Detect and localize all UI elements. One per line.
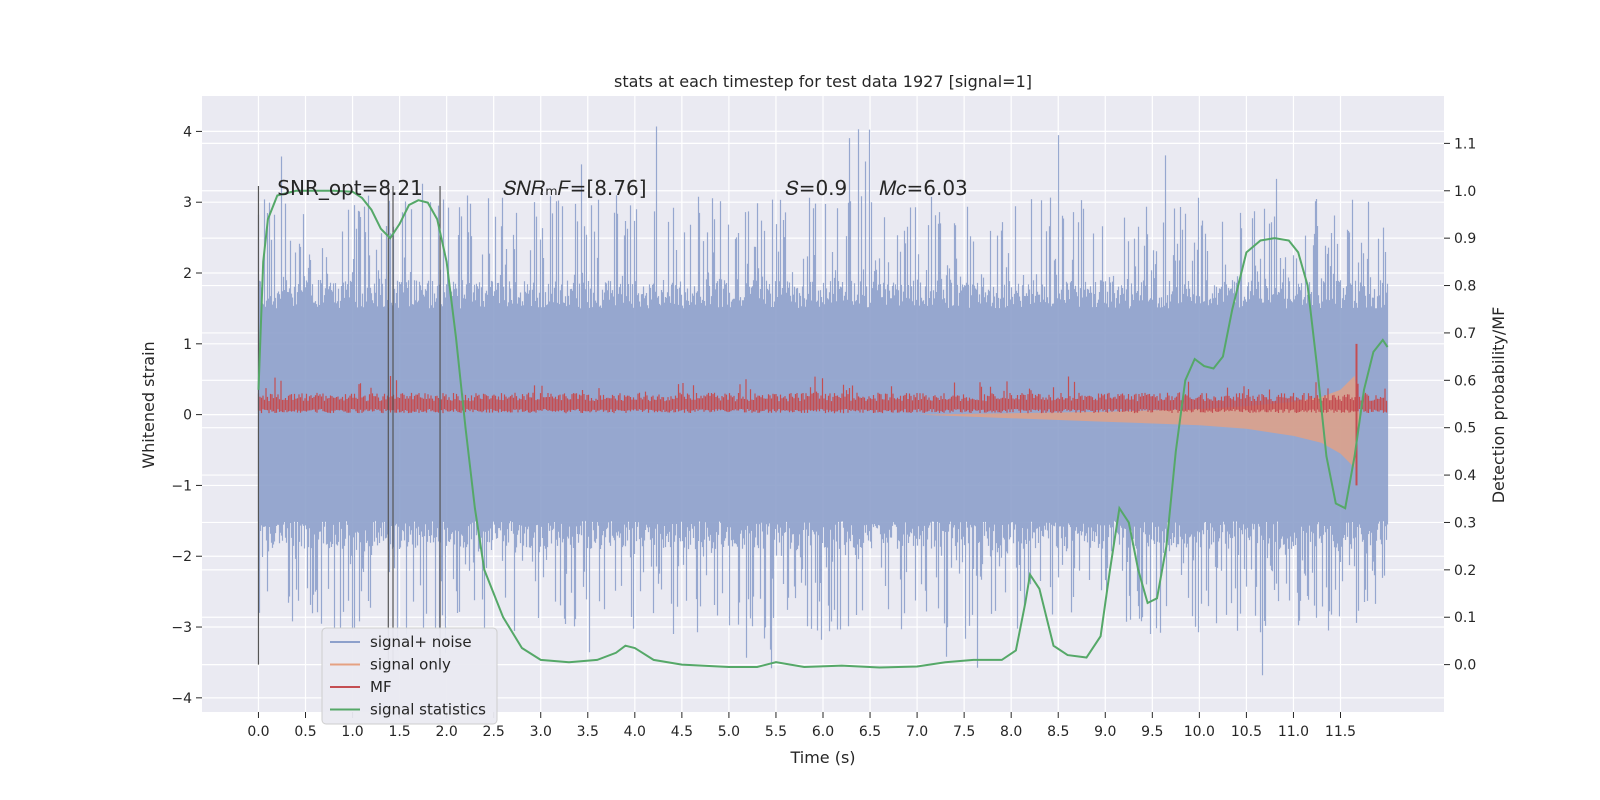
y-left-tick-label: −4 <box>171 691 192 707</box>
y-right-axis-ticks: 0.0 0.1 0.2 0.3 0.4 0.5 0.6 0.7 0.8 0.9 1.0 1.1 <box>1444 136 1476 674</box>
x-tick-label: 9.0 <box>1094 724 1116 740</box>
x-tick-label: 7.5 <box>953 724 975 740</box>
y-left-tick-label: 2 <box>183 266 192 282</box>
annotation: 𝑆𝑁𝑅ₘ𝐹=[8.76] <box>503 176 646 200</box>
y-right-tick-label: 0.1 <box>1454 610 1476 626</box>
signal-statistics-series <box>257 189 1389 669</box>
y-right-tick-label: 0.2 <box>1454 563 1476 579</box>
legend: signal+ noise signal only MF signal statist… <box>321 627 498 725</box>
y-left-tick-label: 0 <box>183 408 192 424</box>
y-right-tick-label: 0.4 <box>1454 468 1476 484</box>
x-tick-label: 1.5 <box>388 724 410 740</box>
y-left-tick-label: −2 <box>171 549 192 565</box>
signal-only-series <box>917 375 1360 468</box>
x-tick-label: 5.5 <box>765 724 787 740</box>
annotations: SNR_opt=8.21 𝑆𝑁𝑅ₘ𝐹=[8.76] 𝑆=0.9 𝑀𝑐=6.03 <box>277 176 968 200</box>
x-axis-label: Time (s) <box>789 748 855 767</box>
x-tick-label: 9.5 <box>1141 724 1163 740</box>
x-tick-label: 3.5 <box>577 724 599 740</box>
x-axis-ticks: 0.0 0.5 1.0 1.5 2.0 2.5 3.0 3.5 4.0 4.5 5.0 5.5 6.0 6… <box>247 712 1356 740</box>
annotation: 𝑆=0.9 <box>785 176 847 200</box>
x-tick-label: 4.0 <box>624 724 646 740</box>
y-right-tick-label: 0.7 <box>1454 326 1476 342</box>
y-right-axis-label: Detection probability/MF <box>1489 307 1508 504</box>
y-left-tick-label: 3 <box>183 195 192 211</box>
x-tick-label: 10.0 <box>1184 724 1215 740</box>
y-left-tick-label: −3 <box>171 620 192 636</box>
x-tick-label: 2.0 <box>436 724 458 740</box>
y-left-tick-label: 4 <box>183 124 192 140</box>
x-tick-label: 6.5 <box>859 724 881 740</box>
x-tick-label: 8.5 <box>1047 724 1069 740</box>
y-left-tick-label: 1 <box>183 337 192 353</box>
y-right-tick-label: 0.9 <box>1454 231 1476 247</box>
y-left-axis-label: Whitened strain <box>139 341 158 468</box>
y-right-tick-label: 0.5 <box>1454 421 1476 437</box>
x-tick-label: 0.0 <box>247 724 269 740</box>
legend-label: signal only <box>370 656 451 674</box>
y-right-tick-label: 0.0 <box>1454 658 1476 674</box>
y-left-tick-label: −1 <box>171 478 192 494</box>
vertical-markers <box>257 186 441 665</box>
x-tick-label: 3.0 <box>530 724 552 740</box>
signal-statistics-line <box>257 189 1389 669</box>
x-tick-label: 4.5 <box>671 724 693 740</box>
x-tick-label: 1.0 <box>341 724 363 740</box>
y-right-tick-label: 0.6 <box>1454 373 1476 389</box>
x-tick-label: 6.0 <box>812 724 834 740</box>
x-tick-label: 0.5 <box>294 724 316 740</box>
x-tick-label: 2.5 <box>483 724 505 740</box>
x-tick-label: 8.0 <box>1000 724 1022 740</box>
annotation: SNR_opt=8.21 <box>277 176 423 200</box>
y-right-tick-label: 1.0 <box>1454 184 1476 200</box>
signal-only-band <box>917 375 1360 468</box>
x-tick-label: 11.5 <box>1325 724 1356 740</box>
y-right-tick-label: 1.1 <box>1454 136 1476 152</box>
legend-label: MF <box>370 678 392 696</box>
legend-label: signal statistics <box>370 701 486 719</box>
x-tick-label: 7.0 <box>906 724 928 740</box>
y-right-tick-label: 0.8 <box>1454 279 1476 295</box>
legend-box <box>321 627 498 725</box>
y-right-tick-label: 0.3 <box>1454 515 1476 531</box>
chart-title: stats at each timestep for test data 192… <box>614 72 1032 91</box>
y-left-axis-ticks: −4 −3 −2 −1 0 1 2 3 4 <box>171 124 202 707</box>
annotation: 𝑀𝑐=6.03 <box>879 176 967 200</box>
legend-label: signal+ noise <box>370 633 472 651</box>
x-tick-label: 11.0 <box>1278 724 1309 740</box>
x-tick-label: 5.0 <box>718 724 740 740</box>
x-tick-label: 10.5 <box>1231 724 1262 740</box>
